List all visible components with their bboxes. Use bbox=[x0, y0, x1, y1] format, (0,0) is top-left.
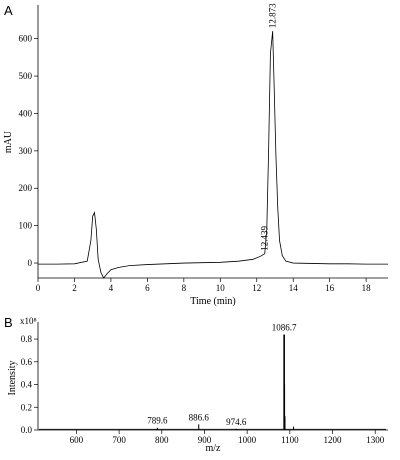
spectrum-peak-labels: 789.6 886.6 974.6 1086.7 bbox=[147, 323, 297, 427]
spectrum-x-axis-title: m/z bbox=[206, 443, 222, 454]
spectrum-peak-label: 1086.7 bbox=[272, 323, 297, 333]
chromatogram-x-tick-label: 14 bbox=[289, 283, 299, 293]
chromatogram-y-tick-label: 600 bbox=[19, 34, 33, 44]
chromatogram-x-tick-label: 16 bbox=[325, 283, 335, 293]
chromatogram-y-tick-label: 300 bbox=[19, 146, 33, 156]
chromatogram-y-tick-label: 0 bbox=[28, 258, 33, 268]
chromatogram-y-tick-label: 100 bbox=[19, 221, 33, 231]
chromatogram-chart: Time (min) mAU 0 2 4 6 8 10 12 14 16 18 0 100 200 30… bbox=[3, 3, 388, 307]
spectrum-peak-label: 886.6 bbox=[189, 412, 210, 422]
chromatogram-trace bbox=[38, 31, 388, 279]
spectrum-y-tick-label: 0.8 bbox=[21, 334, 33, 344]
spectrum-x-tick-label: 1100 bbox=[281, 435, 299, 445]
chromatogram-y-tick-label: 200 bbox=[19, 183, 33, 193]
spectrum-x-tick-label: 800 bbox=[155, 435, 169, 445]
panel-a-letter: A bbox=[4, 3, 13, 18]
spectrum-x-tick-label: 1200 bbox=[324, 435, 343, 445]
spectrum-y-tick-label: 0.0 bbox=[21, 425, 33, 435]
chromatogram-x-axis-title: Time (min) bbox=[190, 296, 235, 307]
chromatogram-x-ticks: 0 2 4 6 8 10 12 14 16 18 bbox=[36, 278, 371, 293]
spectrum-y-scale-label: x10⁸ bbox=[20, 316, 37, 326]
panel-b-letter: B bbox=[4, 315, 13, 330]
spectrum-x-tick-label: 700 bbox=[112, 435, 126, 445]
chromatogram-x-tick-label: 8 bbox=[182, 283, 187, 293]
spectrum-y-tick-label: 0.4 bbox=[21, 380, 33, 390]
spectrum-y-axis-title: Intensity bbox=[7, 361, 18, 396]
spectrum-y-tick-label: 0.2 bbox=[21, 402, 32, 412]
spectrum-x-ticks: 600 700 800 900 1000 1100 1200 1300 bbox=[70, 430, 385, 445]
spectrum-y-tick-label: 0.6 bbox=[21, 357, 33, 367]
chromatogram-y-tick-label: 400 bbox=[19, 108, 33, 118]
chromatogram-x-tick-label: 2 bbox=[72, 283, 77, 293]
spectrum-x-tick-label: 900 bbox=[198, 435, 212, 445]
chromatogram-peak-label: 12.873 bbox=[268, 3, 278, 28]
spectrum-peak-label: 789.6 bbox=[147, 416, 168, 426]
chromatogram-x-tick-label: 4 bbox=[109, 283, 114, 293]
chromatogram-x-tick-label: 10 bbox=[216, 283, 226, 293]
chromatogram-peak-label: 12.439 bbox=[260, 225, 270, 250]
chromatogram-x-tick-label: 6 bbox=[145, 283, 150, 293]
chromatogram-y-tick-label: 500 bbox=[19, 71, 33, 81]
spectrum-peak-label: 974.6 bbox=[226, 417, 247, 427]
mass-spectrum-chart: m/z Intensity x10⁸ 600 700 800 900 1000 1100 1… bbox=[7, 316, 388, 454]
chromatogram-y-axis-title: mAU bbox=[3, 130, 14, 153]
spectrum-x-tick-label: 600 bbox=[70, 435, 84, 445]
chromatogram-y-ticks: 0 100 200 300 400 500 600 bbox=[19, 34, 38, 268]
chromatogram-x-tick-label: 12 bbox=[252, 283, 261, 293]
chromatogram-peak-labels: 12.873 12.439 bbox=[260, 3, 278, 251]
chromatogram-x-tick-label: 0 bbox=[36, 283, 41, 293]
spectrum-peaks bbox=[156, 334, 295, 430]
spectrum-x-tick-label: 1000 bbox=[238, 435, 257, 445]
spectrum-y-ticks: 0.0 0.2 0.4 0.6 0.8 bbox=[21, 334, 38, 435]
spectrum-x-tick-label: 1300 bbox=[366, 435, 385, 445]
chromatogram-x-tick-label: 18 bbox=[362, 283, 372, 293]
